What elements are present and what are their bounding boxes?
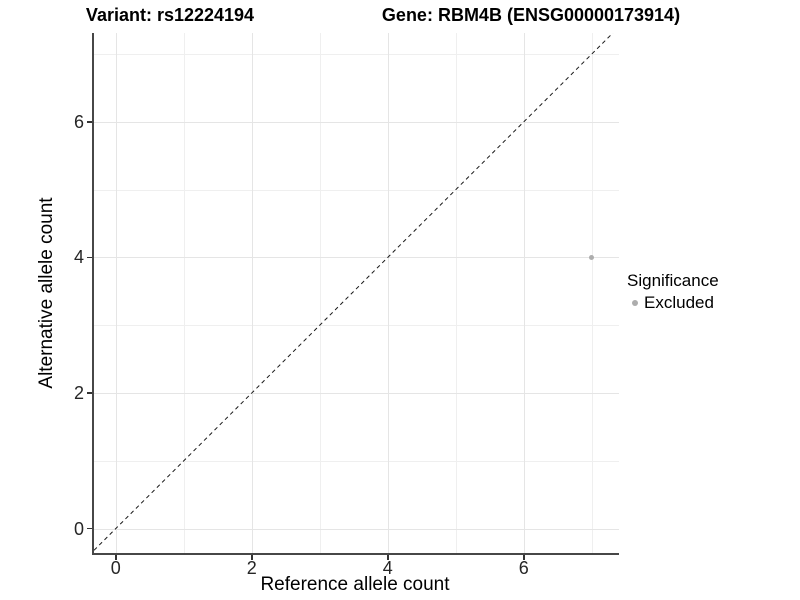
x-major-gridline <box>251 33 253 553</box>
y-major-gridline <box>94 121 619 123</box>
y-major-gridline <box>94 393 619 394</box>
x-tick-mark <box>115 555 117 560</box>
legend: Significance Excluded <box>627 271 719 313</box>
plot-title-variant: Variant: rs12224194 <box>85 5 255 25</box>
data-point <box>589 254 595 260</box>
x-major-gridline <box>387 33 389 553</box>
y-tick-label: 4 <box>73 247 84 268</box>
y-tick-label: 2 <box>73 383 84 403</box>
legend-title: Significance <box>627 271 719 290</box>
y-major-gridline <box>94 528 619 530</box>
y-tick-mark <box>87 121 92 123</box>
x-tick-label: 0 <box>110 558 121 578</box>
x-tick-label: 4 <box>382 558 393 578</box>
y-tick-mark <box>87 392 92 394</box>
y-minor-gridline <box>94 54 619 56</box>
legend-item-label: Excluded <box>644 293 714 312</box>
plot-panel <box>92 33 619 555</box>
y-tick-mark <box>87 256 92 259</box>
x-tick-label: 6 <box>518 558 529 578</box>
legend-point-icon <box>632 300 638 306</box>
y-minor-gridline <box>94 325 619 327</box>
y-minor-gridline <box>94 189 619 191</box>
identity-dashed-line <box>94 33 614 551</box>
x-major-gridline <box>115 33 117 553</box>
y-major-gridline <box>94 257 619 259</box>
y-tick-label: 6 <box>73 111 84 132</box>
x-tick-mark <box>251 555 253 560</box>
x-minor-gridline <box>591 33 593 553</box>
x-minor-gridline <box>455 33 457 553</box>
x-axis-title: Reference allele count <box>260 574 450 595</box>
x-minor-gridline <box>183 33 185 553</box>
plot-title-gene: Gene: RBM4B (ENSG00000173914) <box>381 5 681 25</box>
x-tick-mark <box>523 555 525 560</box>
x-tick-mark <box>387 555 389 560</box>
legend-item-excluded: Excluded <box>627 293 719 313</box>
y-tick-mark <box>87 527 92 530</box>
y-tick-label: 0 <box>73 518 84 539</box>
y-axis-title: Alternative allele count <box>36 197 57 389</box>
x-minor-gridline <box>319 33 321 553</box>
x-major-gridline <box>523 33 525 553</box>
y-minor-gridline <box>94 460 619 462</box>
x-tick-label: 2 <box>246 558 257 578</box>
